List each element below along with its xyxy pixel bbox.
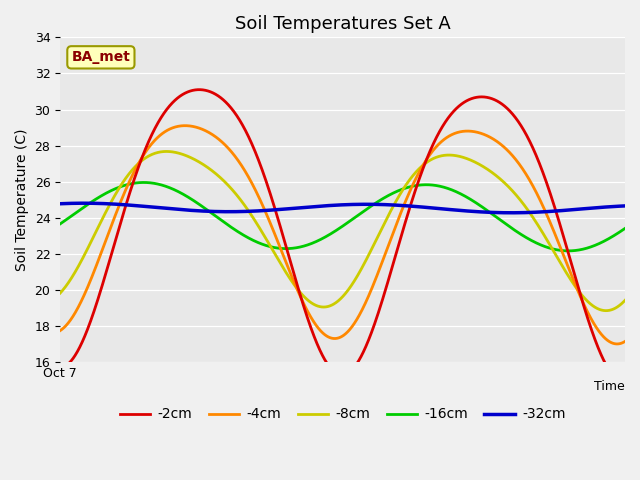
-16cm xyxy=(605,236,613,241)
-8cm xyxy=(56,290,64,296)
-2cm xyxy=(605,367,612,372)
-8cm xyxy=(602,308,610,313)
Line: -16cm: -16cm xyxy=(60,182,625,251)
Text: Time: Time xyxy=(595,380,625,393)
-32cm xyxy=(501,210,509,216)
-2cm xyxy=(621,379,629,385)
-4cm xyxy=(501,145,509,151)
-8cm xyxy=(501,180,509,186)
-4cm xyxy=(605,338,612,344)
-16cm xyxy=(564,248,572,254)
-16cm xyxy=(501,221,509,227)
-16cm xyxy=(56,221,64,227)
-4cm xyxy=(605,338,612,344)
-2cm xyxy=(316,348,324,353)
-8cm xyxy=(605,308,612,313)
-2cm xyxy=(501,104,509,109)
-16cm xyxy=(85,201,93,206)
-32cm xyxy=(605,204,612,210)
-4cm xyxy=(85,281,93,287)
Line: -4cm: -4cm xyxy=(60,126,625,344)
-8cm xyxy=(85,243,93,249)
-4cm xyxy=(613,341,621,347)
Line: -2cm: -2cm xyxy=(60,90,625,382)
Text: BA_met: BA_met xyxy=(72,50,131,64)
-2cm xyxy=(605,366,612,372)
-2cm xyxy=(332,370,339,375)
-8cm xyxy=(605,308,613,313)
Legend: -2cm, -4cm, -8cm, -16cm, -32cm: -2cm, -4cm, -8cm, -16cm, -32cm xyxy=(114,402,571,427)
-32cm xyxy=(332,202,339,208)
-32cm xyxy=(621,203,629,209)
-2cm xyxy=(85,323,93,328)
-4cm xyxy=(316,327,324,333)
-8cm xyxy=(316,304,324,310)
-2cm xyxy=(56,365,64,371)
-16cm xyxy=(605,236,612,241)
-16cm xyxy=(621,226,629,231)
-32cm xyxy=(316,204,324,209)
-8cm xyxy=(621,298,629,303)
-8cm xyxy=(163,149,170,155)
-32cm xyxy=(508,210,515,216)
Line: -8cm: -8cm xyxy=(60,152,625,311)
-2cm xyxy=(195,87,203,93)
-16cm xyxy=(140,180,148,185)
-2cm xyxy=(621,379,628,385)
Title: Soil Temperatures Set A: Soil Temperatures Set A xyxy=(235,15,451,33)
-4cm xyxy=(56,328,64,334)
-4cm xyxy=(621,338,629,344)
Y-axis label: Soil Temperature (C): Soil Temperature (C) xyxy=(15,129,29,271)
-32cm xyxy=(56,201,64,206)
-4cm xyxy=(332,336,339,341)
Line: -32cm: -32cm xyxy=(60,203,625,213)
-32cm xyxy=(605,204,613,210)
-8cm xyxy=(332,300,339,306)
-32cm xyxy=(80,200,88,206)
-16cm xyxy=(332,228,339,234)
-4cm xyxy=(181,123,189,129)
-32cm xyxy=(85,200,93,206)
-16cm xyxy=(316,237,324,242)
